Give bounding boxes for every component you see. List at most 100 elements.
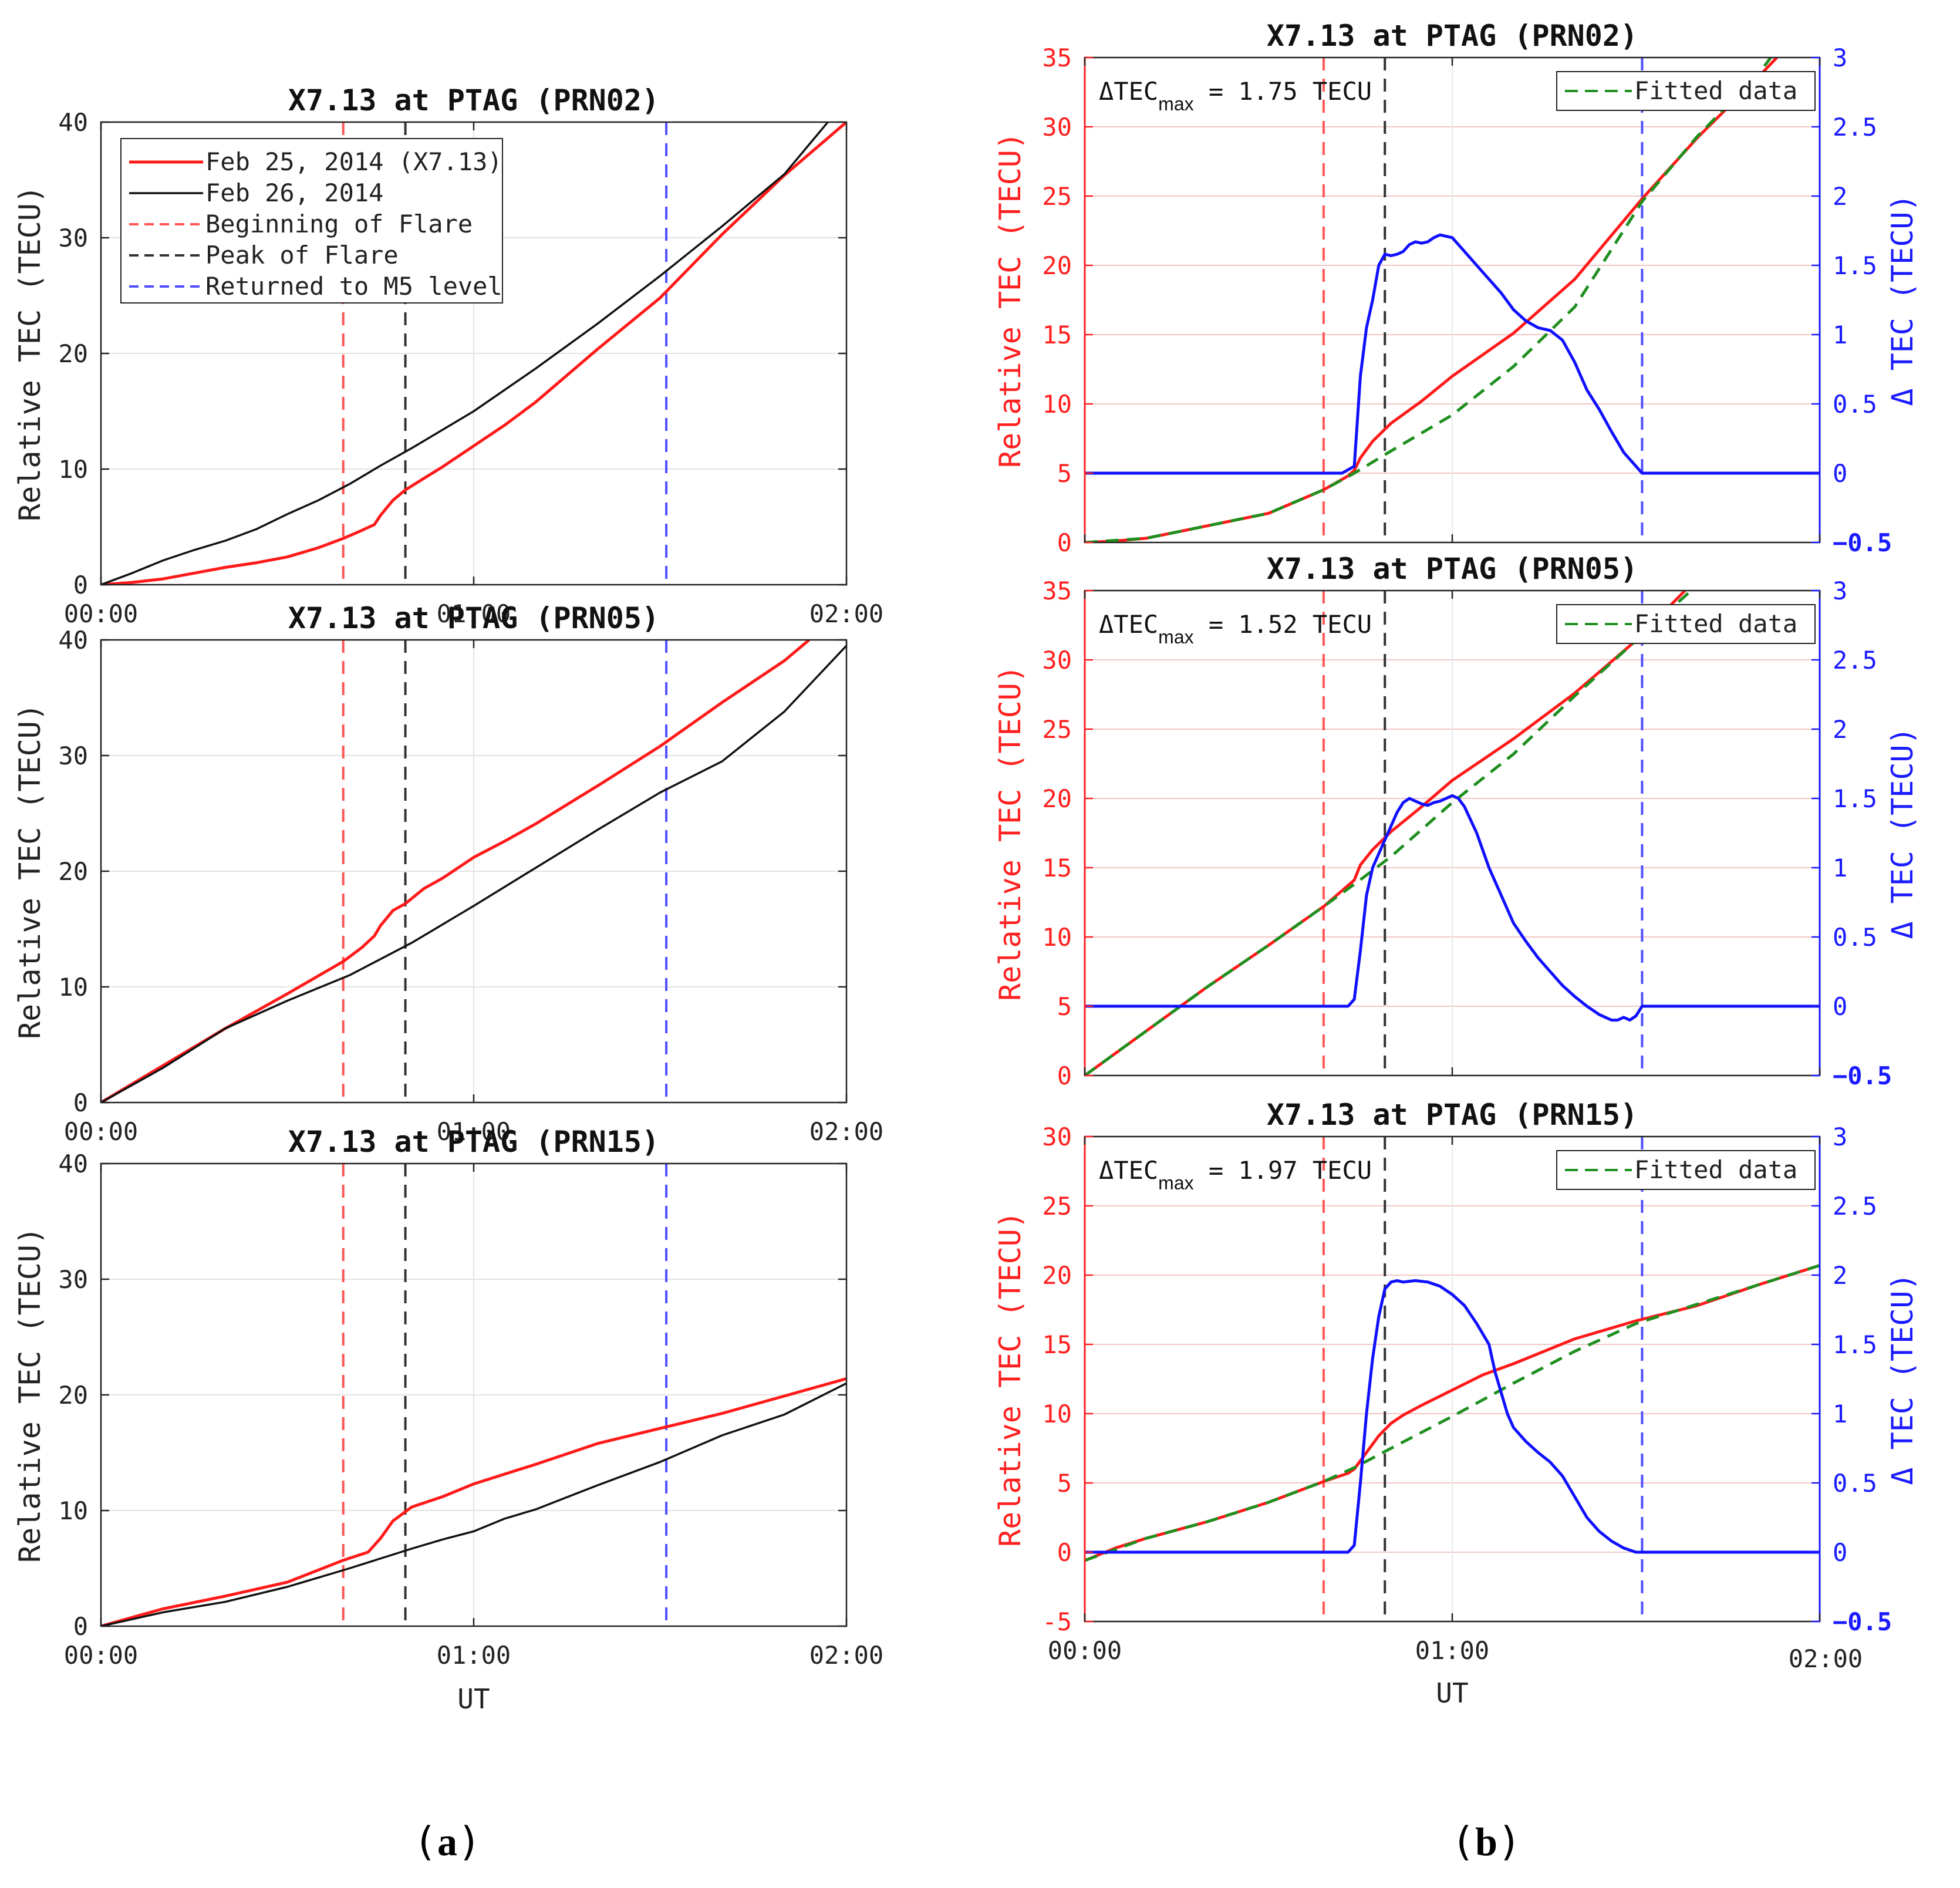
y-tick-label: 15 bbox=[1042, 854, 1072, 882]
y-tick-label: 5 bbox=[1057, 1469, 1072, 1498]
legend-label-fitted: Fitted data bbox=[1634, 609, 1797, 638]
y-axis-label: Relative TEC (TECU) bbox=[993, 132, 1027, 468]
panel-b-label: (b) bbox=[1451, 1819, 1522, 1865]
x-tick-label: 02:00 bbox=[809, 1117, 883, 1146]
y-tick-label: 40 bbox=[58, 108, 88, 137]
right-tick-label: 0 bbox=[1833, 459, 1847, 488]
x-tick-label: 02:00 bbox=[809, 1641, 883, 1670]
y-axis-label: Relative TEC (TECU) bbox=[13, 703, 47, 1039]
chart-title: X7.13 at PTAG (PRN02) bbox=[288, 83, 659, 117]
legend-box bbox=[1556, 71, 1816, 111]
legend-label-fitted: Fitted data bbox=[1634, 1155, 1797, 1184]
right-tick-label: 1 bbox=[1833, 854, 1847, 882]
chart-b3: -5 0 5 10 15 20 25 30 00:00 01:00 02:00 −0.5 0 0.5 1 1.… bbox=[993, 1098, 1919, 1709]
right-tick-label: 1.5 bbox=[1833, 784, 1877, 813]
series-group bbox=[1085, 58, 1820, 542]
right-tick-label: 3 bbox=[1833, 43, 1847, 72]
right-tick-label: 2.5 bbox=[1833, 113, 1877, 141]
legend-label: Peak of Flare bbox=[205, 241, 399, 269]
right-tick-label: 0.5 bbox=[1833, 1469, 1877, 1498]
x-tick-label: 02:00 bbox=[809, 599, 883, 628]
y-axis-label: Relative TEC (TECU) bbox=[13, 186, 47, 521]
y-axis-label: Relative TEC (TECU) bbox=[993, 665, 1027, 1001]
series-group bbox=[101, 1377, 846, 1626]
right-tick-label: 3 bbox=[1833, 576, 1847, 605]
delta-tec-max-annotation: ΔTECmax = 1.97 TECU bbox=[1099, 1156, 1372, 1194]
x-tick-label: 00:00 bbox=[64, 599, 138, 628]
y-tick-label: 10 bbox=[58, 455, 88, 484]
feb-25-2014-x7-13-series bbox=[101, 1377, 846, 1626]
y-tick-label: 10 bbox=[58, 973, 88, 1002]
x-tick-label: 00:00 bbox=[64, 1117, 138, 1146]
relative-tec-series bbox=[1085, 591, 1686, 1076]
right-tick-label: 0.5 bbox=[1833, 390, 1877, 419]
right-tick-label: 2.5 bbox=[1833, 1192, 1877, 1221]
x-tick-label: 01:00 bbox=[437, 1117, 511, 1146]
x-tick-label: 02:00 bbox=[1789, 1644, 1863, 1673]
chart-b1: 0 5 10 15 20 25 30 35 −0.5 0 0.5 1 1.5 2 2.5 3 Δ TEC (TE… bbox=[993, 19, 1919, 557]
chart-a3: 0 10 20 30 40 00:00 01:00 02:00 X7.13 at PTAG (P… bbox=[13, 1125, 883, 1715]
y-tick-label: 20 bbox=[58, 1381, 88, 1410]
feb-25-2014-x7-13-series bbox=[101, 640, 811, 1103]
chart-title: X7.13 at PTAG (PRN15) bbox=[288, 1125, 659, 1159]
right-tick-label: 0 bbox=[1833, 1538, 1847, 1567]
chart-b2: 0 5 10 15 20 25 30 35 −0.5 0 0.5 1 1.5 2 2.5 3 Δ TEC (TE… bbox=[993, 552, 1919, 1090]
y-tick-label: 30 bbox=[1042, 646, 1072, 675]
feb-26-2014-series bbox=[101, 1382, 846, 1626]
y-tick-label: 25 bbox=[1042, 1192, 1072, 1221]
legend-label-fitted: Fitted data bbox=[1634, 76, 1797, 105]
right-tick-label: 1.5 bbox=[1833, 1330, 1877, 1359]
y-tick-label: 10 bbox=[1042, 390, 1072, 419]
y-tick-label: 25 bbox=[1042, 182, 1072, 211]
chart-a1: 0 10 20 30 40 00:00 01:00 02:00 X7.13 at PTAG (P… bbox=[13, 83, 883, 628]
y-tick-label: 5 bbox=[1057, 459, 1072, 488]
-tec-series bbox=[1085, 1279, 1820, 1554]
legend-box bbox=[120, 138, 503, 304]
y-tick-label: 40 bbox=[58, 1149, 88, 1178]
fitted-data-series bbox=[1085, 1264, 1820, 1562]
legend-box bbox=[1556, 604, 1816, 644]
y-tick-label: 10 bbox=[1042, 923, 1072, 952]
y-axis-label: Relative TEC (TECU) bbox=[13, 1227, 47, 1563]
y-tick-label: 10 bbox=[58, 1496, 88, 1525]
feb-26-2014-series bbox=[101, 122, 829, 585]
y-tick-label: 30 bbox=[58, 1265, 88, 1294]
y-tick-label: 5 bbox=[1057, 992, 1072, 1021]
chart-title: X7.13 at PTAG (PRN05) bbox=[288, 601, 659, 635]
right-axis-label: Δ TEC (TECU) bbox=[1885, 1273, 1919, 1485]
x-tick-label: 01:00 bbox=[1415, 1636, 1489, 1665]
series-group bbox=[1085, 591, 1820, 1076]
y-tick-label: 20 bbox=[1042, 1261, 1072, 1290]
legend-label: Beginning of Flare bbox=[205, 210, 473, 238]
right-tick-label: 1 bbox=[1833, 321, 1847, 349]
legend-box bbox=[1556, 1150, 1816, 1190]
right-tick-label: 0 bbox=[1833, 992, 1847, 1021]
x-tick-label: 00:00 bbox=[64, 1641, 138, 1670]
y-tick-label: 20 bbox=[58, 857, 88, 886]
right-tick-label: 0.5 bbox=[1833, 923, 1877, 952]
right-tick-label: −0.5 bbox=[1833, 1061, 1892, 1090]
chart-title: X7.13 at PTAG (PRN15) bbox=[1267, 1098, 1638, 1132]
y-tick-label: 35 bbox=[1042, 576, 1072, 605]
y-tick-label: 30 bbox=[1042, 1122, 1072, 1151]
right-tick-label: 1.5 bbox=[1833, 251, 1877, 280]
legend-label: Returned to M5 level bbox=[205, 272, 502, 301]
right-tick-label: 2.5 bbox=[1833, 646, 1877, 675]
right-axis-label: Δ TEC (TECU) bbox=[1885, 194, 1919, 406]
feb-25-2014-x7-13-series bbox=[101, 122, 846, 585]
feb-26-2014-series bbox=[101, 645, 846, 1103]
right-tick-label: 1 bbox=[1833, 1400, 1847, 1428]
legend-label: Feb 26, 2014 bbox=[205, 178, 383, 207]
right-tick-label: −0.5 bbox=[1833, 1607, 1892, 1636]
-tec-series bbox=[1085, 794, 1820, 1022]
panel-a-label: (a) bbox=[413, 1819, 481, 1865]
x-tick-label: 00:00 bbox=[1048, 1636, 1122, 1665]
right-tick-label: 3 bbox=[1833, 1122, 1847, 1151]
right-tick-label: −0.5 bbox=[1833, 528, 1892, 557]
right-tick-label: 2 bbox=[1833, 1261, 1847, 1290]
y-tick-label: 30 bbox=[58, 741, 88, 770]
series-group bbox=[101, 122, 846, 585]
series-group bbox=[101, 640, 846, 1103]
y-tick-label: 25 bbox=[1042, 715, 1072, 744]
